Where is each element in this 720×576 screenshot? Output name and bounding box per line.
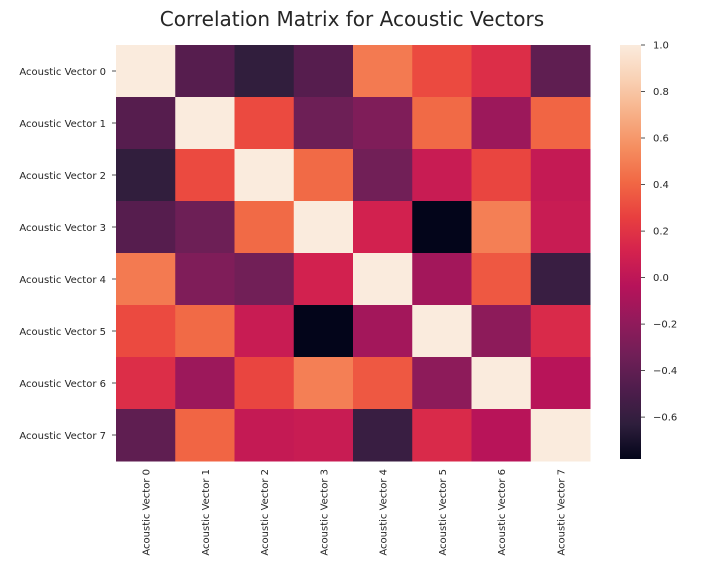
x-tick-label: Acoustic Vector 6 [497, 469, 508, 556]
heatmap-cell-r6-c1 [175, 357, 235, 410]
y-tick-label: Acoustic Vector 4 [19, 275, 106, 286]
heatmap-cell-r6-c4 [353, 357, 413, 410]
heatmap-cell-r4-c4 [353, 253, 413, 306]
x-tick-label: Acoustic Vector 1 [201, 469, 212, 556]
heatmap-cell-r1-c7 [530, 97, 591, 150]
heatmap-cell-r2-c3 [293, 149, 354, 202]
heatmap-cell-r7-c4 [353, 409, 413, 462]
heatmap-cell-r6-c3 [293, 357, 354, 410]
heatmap-cell-r6-c5 [412, 357, 472, 410]
heatmap-cell-r4-c1 [175, 253, 235, 306]
heatmap-cell-r1-c5 [412, 97, 472, 150]
y-tick-label: Acoustic Vector 3 [19, 223, 106, 234]
colorbar-tick-label: 0.0 [653, 273, 669, 284]
heatmap-cell-r3-c7 [530, 201, 591, 254]
colorbar-gradient [620, 45, 641, 459]
heatmap-cell-r3-c6 [471, 201, 532, 254]
heatmap-cell-r0-c1 [175, 45, 235, 98]
x-tick-label: Acoustic Vector 5 [438, 469, 449, 556]
x-tick-label: Acoustic Vector 2 [260, 469, 271, 556]
colorbar-tick-label: 0.4 [653, 180, 669, 191]
colorbar-tick-label: 0.6 [653, 134, 669, 145]
heatmap-cell-r0-c0 [116, 45, 176, 98]
heatmap-cell-r3-c4 [353, 201, 413, 254]
y-tick-labels: Acoustic Vector 0 Acoustic Vector 1 Acoust… [19, 67, 116, 442]
heatmap-cell-r2-c0 [116, 149, 176, 202]
heatmap-cell-r2-c4 [353, 149, 413, 202]
heatmap-cell-r5-c1 [175, 305, 235, 358]
heatmap-cell-r3-c5 [412, 201, 472, 254]
y-tick-label: Acoustic Vector 1 [19, 119, 106, 130]
y-tick-label: Acoustic Vector 0 [19, 67, 106, 78]
heatmap-cell-r7-c0 [116, 409, 176, 462]
colorbar-tick-label: 0.2 [653, 227, 669, 238]
heatmap-cell-r4-c2 [234, 253, 295, 306]
colorbar-ticks: 1.0 0.8 0.6 0.4 0.2 0.0 −0.2 −0.4 −0.6 [641, 41, 677, 424]
x-tick-label: Acoustic Vector 3 [319, 469, 330, 556]
heatmap-cell-r5-c0 [116, 305, 176, 358]
x-tick-label: Acoustic Vector 0 [142, 469, 153, 556]
heatmap-cell-r0-c6 [471, 45, 532, 98]
y-tick-label: Acoustic Vector 6 [19, 379, 106, 390]
heatmap-cells [116, 45, 591, 462]
x-tick-label: Acoustic Vector 4 [379, 469, 390, 556]
y-tick-label: Acoustic Vector 2 [19, 171, 106, 182]
colorbar-tick-label: −0.4 [653, 366, 677, 377]
heatmap-cell-r7-c2 [234, 409, 295, 462]
heatmap-cell-r0-c4 [353, 45, 413, 98]
heatmap-cell-r5-c2 [234, 305, 295, 358]
heatmap-cell-r1-c0 [116, 97, 176, 150]
heatmap-cell-r5-c7 [530, 305, 591, 358]
colorbar-tick-label: −0.6 [653, 413, 677, 424]
x-tick-labels: Acoustic Vector 0 Acoustic Vector 1 Acoust… [142, 469, 568, 556]
heatmap-cell-r4-c3 [293, 253, 354, 306]
heatmap-cell-r5-c5 [412, 305, 472, 358]
colorbar-tick-label: 0.8 [653, 87, 669, 98]
heatmap-cell-r5-c6 [471, 305, 532, 358]
heatmap-cell-r7-c1 [175, 409, 235, 462]
heatmap-cell-r3-c1 [175, 201, 235, 254]
heatmap-cell-r4-c5 [412, 253, 472, 306]
colorbar: 1.0 0.8 0.6 0.4 0.2 0.0 −0.2 −0.4 −0.6 [620, 41, 677, 459]
heatmap-cell-r6-c6 [471, 357, 532, 410]
heatmap-cell-r6-c2 [234, 357, 295, 410]
heatmap-cell-r4-c7 [530, 253, 591, 306]
heatmap-cell-r7-c3 [293, 409, 354, 462]
x-tick-label: Acoustic Vector 7 [556, 469, 567, 556]
heatmap-cell-r2-c6 [471, 149, 532, 202]
heatmap-cell-r4-c6 [471, 253, 532, 306]
heatmap-cell-r0-c2 [234, 45, 295, 98]
heatmap-cell-r1-c3 [293, 97, 354, 150]
heatmap-cell-r7-c7 [530, 409, 591, 462]
heatmap-cell-r1-c2 [234, 97, 295, 150]
heatmap-cell-r4-c0 [116, 253, 176, 306]
heatmap-cell-r3-c2 [234, 201, 295, 254]
chart-title: Correlation Matrix for Acoustic Vectors [160, 7, 544, 31]
heatmap-cell-r2-c1 [175, 149, 235, 202]
heatmap-cell-r2-c5 [412, 149, 472, 202]
heatmap-cell-r1-c4 [353, 97, 413, 150]
heatmap-cell-r1-c6 [471, 97, 532, 150]
heatmap-cell-r2-c7 [530, 149, 591, 202]
y-tick-label: Acoustic Vector 5 [19, 327, 106, 338]
colorbar-tick-label: 1.0 [653, 41, 669, 52]
heatmap-cell-r5-c4 [353, 305, 413, 358]
heatmap-cell-r3-c3 [293, 201, 354, 254]
heatmap-cell-r7-c5 [412, 409, 472, 462]
heatmap-cell-r6-c0 [116, 357, 176, 410]
heatmap-cell-r7-c6 [471, 409, 532, 462]
y-tick-label: Acoustic Vector 7 [19, 431, 106, 442]
heatmap-cell-r0-c7 [530, 45, 591, 98]
heatmap-cell-r5-c3 [293, 305, 354, 358]
heatmap-cell-r2-c2 [234, 149, 295, 202]
colorbar-tick-label: −0.2 [653, 320, 677, 331]
heatmap-cell-r0-c5 [412, 45, 472, 98]
heatmap-cell-r3-c0 [116, 201, 176, 254]
heatmap-cell-r1-c1 [175, 97, 235, 150]
heatmap-cell-r6-c7 [530, 357, 591, 410]
heatmap-cell-r0-c3 [293, 45, 354, 98]
